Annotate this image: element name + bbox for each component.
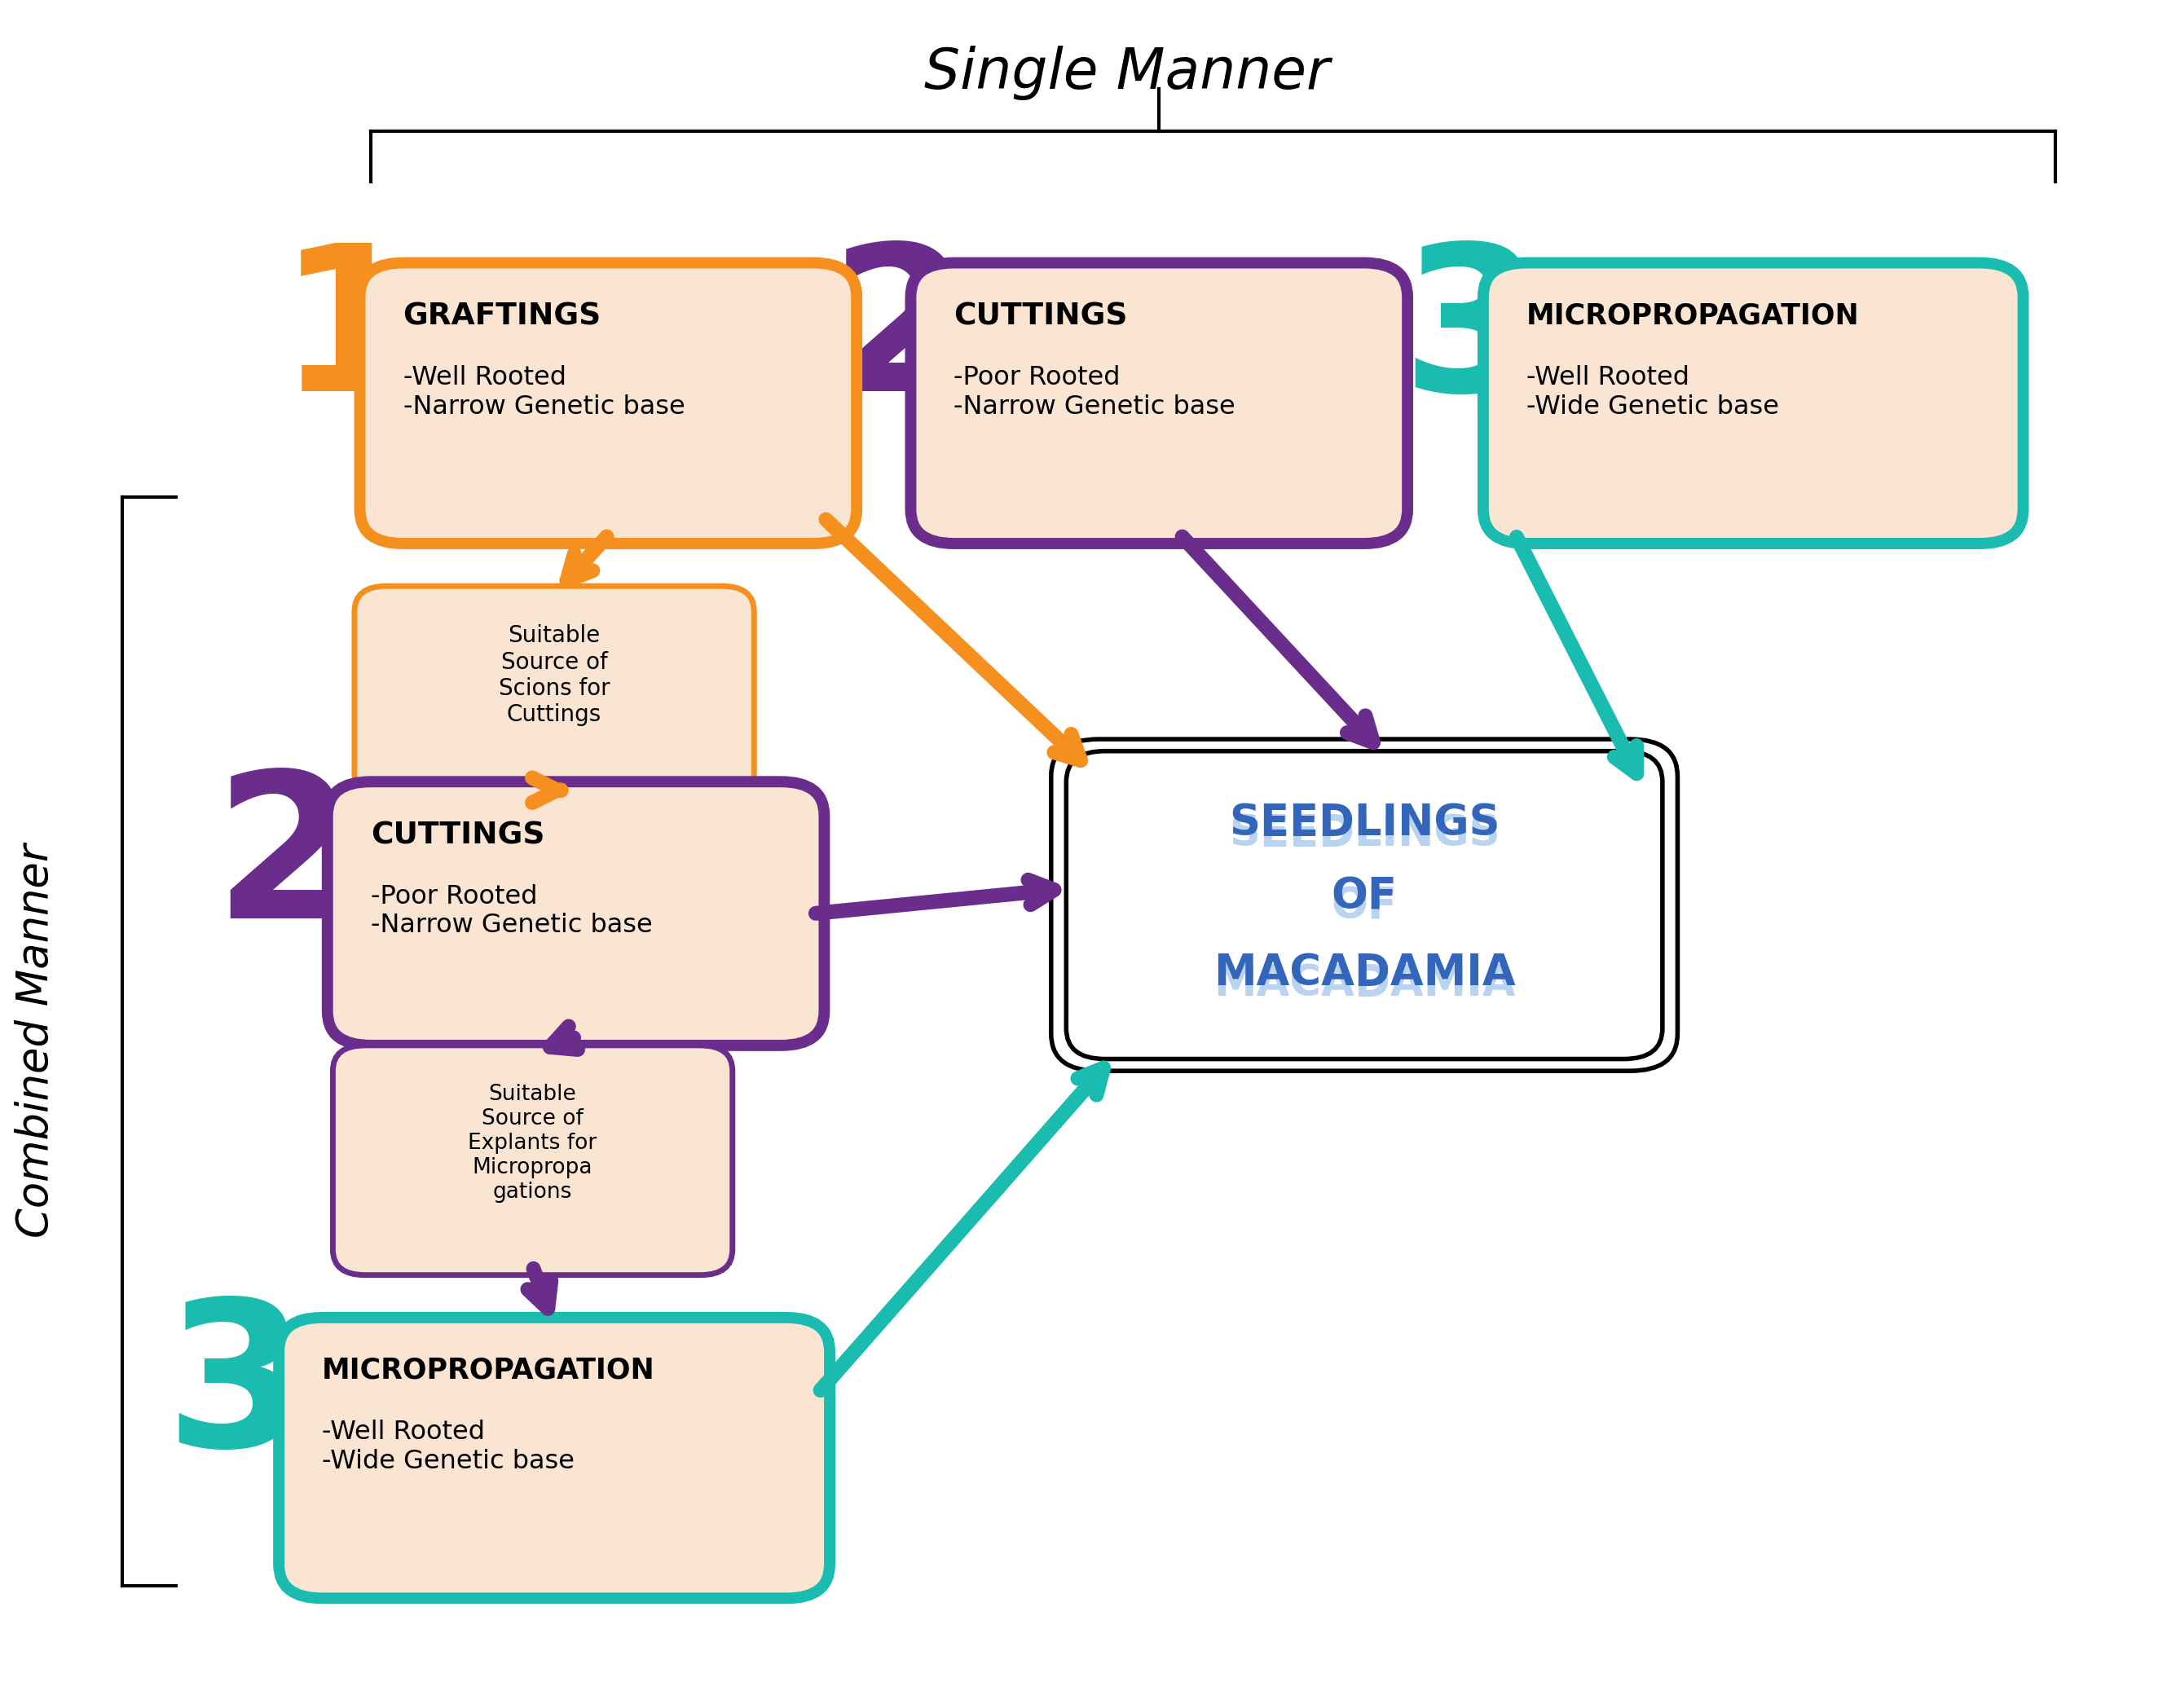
Text: -Poor Rooted
-Narrow Genetic base: -Poor Rooted -Narrow Genetic base bbox=[953, 366, 1235, 420]
FancyBboxPatch shape bbox=[1482, 263, 2024, 543]
Text: GRAFTINGS: GRAFTINGS bbox=[403, 302, 600, 331]
Text: CUTTINGS: CUTTINGS bbox=[953, 302, 1127, 331]
Text: 2: 2 bbox=[830, 236, 971, 434]
Text: -Well Rooted
-Narrow Genetic base: -Well Rooted -Narrow Genetic base bbox=[403, 366, 685, 420]
FancyBboxPatch shape bbox=[1051, 740, 1677, 1071]
Text: MACADAMIA: MACADAMIA bbox=[1214, 962, 1515, 1004]
Text: CUTTINGS: CUTTINGS bbox=[371, 822, 544, 851]
Text: OF: OF bbox=[1331, 885, 1398, 927]
Text: 3: 3 bbox=[165, 1291, 306, 1488]
Text: SEEDLINGS: SEEDLINGS bbox=[1229, 803, 1500, 844]
Text: OF: OF bbox=[1331, 874, 1398, 917]
Text: -Poor Rooted
-Narrow Genetic base: -Poor Rooted -Narrow Genetic base bbox=[371, 883, 652, 938]
Text: Suitable
Source of
Scions for
Cuttings: Suitable Source of Scions for Cuttings bbox=[498, 625, 609, 726]
Text: Single Manner: Single Manner bbox=[923, 46, 1331, 101]
FancyBboxPatch shape bbox=[355, 586, 754, 799]
Text: 1: 1 bbox=[277, 236, 420, 434]
Text: Suitable
Source of
Explants for
Micropropa
gations: Suitable Source of Explants for Micropro… bbox=[468, 1083, 598, 1202]
FancyBboxPatch shape bbox=[1066, 752, 1662, 1059]
FancyBboxPatch shape bbox=[327, 782, 823, 1045]
Text: -Well Rooted
-Wide Genetic base: -Well Rooted -Wide Genetic base bbox=[1526, 366, 1779, 420]
FancyBboxPatch shape bbox=[280, 1317, 830, 1599]
Text: 3: 3 bbox=[1402, 236, 1543, 434]
Text: MICROPROPAGATION: MICROPROPAGATION bbox=[323, 1356, 654, 1385]
Text: 2: 2 bbox=[212, 763, 355, 962]
Text: Combined Manner: Combined Manner bbox=[15, 844, 56, 1238]
FancyBboxPatch shape bbox=[910, 263, 1409, 543]
Text: SEEDLINGS: SEEDLINGS bbox=[1229, 813, 1500, 854]
Text: MICROPROPAGATION: MICROPROPAGATION bbox=[1526, 302, 1859, 330]
FancyBboxPatch shape bbox=[334, 1045, 732, 1276]
Text: MACADAMIA: MACADAMIA bbox=[1214, 951, 1515, 994]
FancyBboxPatch shape bbox=[360, 263, 856, 543]
Text: -Well Rooted
-Wide Genetic base: -Well Rooted -Wide Genetic base bbox=[323, 1419, 574, 1474]
